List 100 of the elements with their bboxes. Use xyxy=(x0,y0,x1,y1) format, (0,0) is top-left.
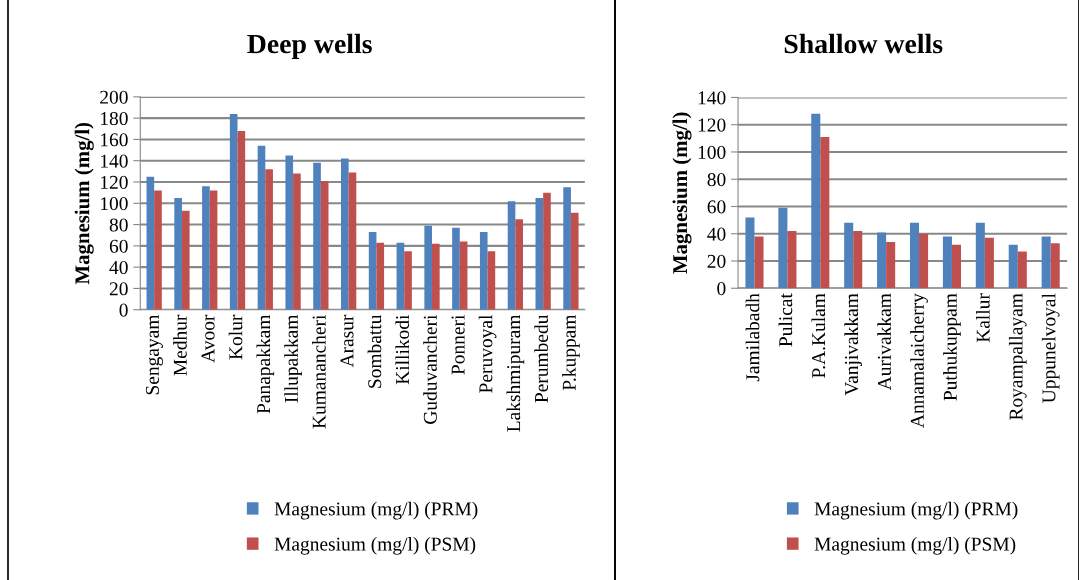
y-tick-label: 160 xyxy=(101,133,128,147)
bar xyxy=(237,130,246,310)
bar xyxy=(543,192,551,310)
bar xyxy=(424,225,432,310)
y-tick-label: 20 xyxy=(109,282,128,296)
x-tick-label: Illupakkam xyxy=(284,314,302,403)
x-tick-label: Panapakkam xyxy=(256,314,275,414)
bar xyxy=(853,231,863,289)
y-tick-label: 180 xyxy=(101,111,128,126)
bar xyxy=(257,145,266,310)
x-tick-label: Royampallayam xyxy=(1008,293,1027,420)
bar xyxy=(154,190,162,310)
x-tick-label: Lakshmipuram xyxy=(506,314,525,432)
chart-title: Deep wells xyxy=(247,33,372,59)
x-tick-label: Kolur xyxy=(228,314,243,360)
x-tick-label: Perumbedu xyxy=(534,314,549,403)
y-tick-label: 40 xyxy=(109,260,128,275)
legend-label: Magnesium (mg/l) (PRM) xyxy=(274,501,478,520)
bar xyxy=(202,186,210,310)
x-tick-label: Medhur xyxy=(173,314,187,376)
bar xyxy=(174,197,182,310)
y-tick-label: 200 xyxy=(100,90,128,104)
x-tick-label: Peruvoyal xyxy=(478,314,497,393)
bar xyxy=(984,237,994,289)
x-tick-label: Annamalaicherry xyxy=(910,293,928,428)
x-tick-label: Kumanancheri xyxy=(312,314,326,429)
bar xyxy=(404,251,412,310)
y-tick-label: 120 xyxy=(101,175,128,189)
bar xyxy=(348,172,357,310)
legend-label: Magnesium (mg/l) (PSM) xyxy=(814,536,1016,555)
bar xyxy=(975,222,985,289)
y-tick-label: 80 xyxy=(109,218,128,232)
x-tick-label: Sengayam xyxy=(145,314,163,395)
bar xyxy=(515,219,523,310)
bar xyxy=(1050,243,1060,289)
x-tick-label: Jamilabadh xyxy=(745,293,760,382)
bar xyxy=(820,136,830,289)
chart-title: Shallow wells xyxy=(784,33,943,54)
bar xyxy=(886,241,896,289)
y-axis-title: Magnesium (mg/l) xyxy=(672,112,692,274)
bar xyxy=(570,212,579,310)
bar xyxy=(535,197,544,310)
x-tick-label: Vanjivakkam xyxy=(844,293,863,396)
bar xyxy=(181,210,190,310)
y-tick-label: 100 xyxy=(698,145,726,159)
x-tick-label: Ponneri xyxy=(451,314,465,375)
bar xyxy=(1041,236,1051,289)
bar xyxy=(778,207,788,289)
y-tick-label: 20 xyxy=(707,254,726,268)
y-tick-label: 80 xyxy=(707,173,726,187)
y-axis-title: Magnesium (mg/l) xyxy=(74,122,94,285)
bar xyxy=(293,173,301,310)
bar xyxy=(376,242,385,310)
y-tick-label: 60 xyxy=(109,239,128,253)
bar xyxy=(479,232,488,310)
x-tick-label: Arasur xyxy=(340,314,354,368)
x-tick-label: Guduvancheri xyxy=(423,314,437,424)
bar xyxy=(563,187,571,310)
bar xyxy=(942,236,952,289)
bar xyxy=(745,217,755,289)
y-tick-label: 140 xyxy=(698,91,726,105)
bar xyxy=(265,169,273,310)
bar xyxy=(285,155,294,310)
x-tick-label: Kallur xyxy=(976,293,990,343)
legend-label: Magnesium (mg/l) (PSM) xyxy=(274,536,476,555)
legend-label: Magnesium (mg/l) (PRM) xyxy=(814,501,1018,520)
x-tick-label: Avoor xyxy=(201,314,215,363)
bar xyxy=(396,242,405,310)
bar xyxy=(787,231,797,289)
bar xyxy=(146,176,155,310)
bar xyxy=(487,251,496,310)
bar xyxy=(320,180,329,310)
bar xyxy=(341,158,349,310)
y-tick-label: 0 xyxy=(119,303,128,317)
bar xyxy=(811,113,821,289)
x-tick-label: Pulicat xyxy=(778,293,793,347)
bar xyxy=(754,236,764,289)
bar xyxy=(1017,251,1027,289)
bar xyxy=(452,227,460,310)
bar xyxy=(844,222,854,289)
y-tick-label: 60 xyxy=(707,200,726,214)
bar xyxy=(229,113,238,310)
bar xyxy=(877,232,887,289)
x-tick-label: Aurivakkam xyxy=(877,293,891,391)
bar xyxy=(459,241,468,310)
bar xyxy=(919,233,929,289)
x-tick-label: P.A.Kulam xyxy=(811,293,826,378)
bar xyxy=(1008,244,1018,289)
x-tick-label: Puthukuppam xyxy=(943,293,961,401)
x-tick-label: Killikodi xyxy=(395,314,410,385)
bar xyxy=(432,243,440,310)
bar xyxy=(313,162,321,310)
y-tick-label: 120 xyxy=(698,118,726,132)
y-tick-label: 140 xyxy=(101,154,128,168)
bar xyxy=(368,232,377,310)
x-tick-label: Uppunelvoyal xyxy=(1041,293,1060,403)
bar xyxy=(507,201,516,310)
x-tick-label: Sombattu xyxy=(367,314,382,388)
bar xyxy=(209,190,218,310)
y-tick-label: 40 xyxy=(707,227,726,241)
